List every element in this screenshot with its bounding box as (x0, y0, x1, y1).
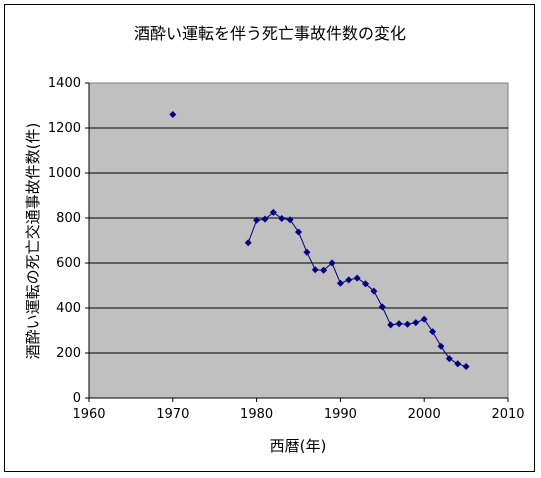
y-tick-label-600: 600 (56, 256, 81, 271)
data-point-2003 (445, 355, 453, 363)
data-point-1987 (311, 266, 319, 274)
data-point-1998 (403, 320, 411, 328)
data-point-1985 (295, 228, 302, 236)
data-point-1994 (370, 287, 378, 295)
data-point-1997 (395, 320, 403, 328)
x-tick-label-2000: 2000 (408, 407, 441, 422)
data-point-1999 (412, 319, 420, 327)
y-tick-label-1000: 1000 (48, 166, 81, 181)
data-point-1986 (303, 248, 311, 256)
data-point-1979 (244, 239, 252, 247)
chart-frame: 酒酔い運転を伴う死亡事故件数の変化 0 200 400 600 800 1000 1200 1… (4, 4, 535, 472)
data-point-2002 (437, 342, 445, 350)
y-axis-title: 酒酔い運転の死亡交通事故件数(件) (24, 123, 42, 360)
data-point-1982 (269, 208, 277, 216)
data-point-1981 (261, 215, 269, 223)
y-axis-ticks: 0 200 400 600 800 1000 1200 1400 (48, 76, 90, 406)
data-points (169, 111, 470, 370)
data-point-1993 (362, 280, 370, 288)
y-tick-label-1200: 1200 (48, 121, 81, 136)
y-tick-label-400: 400 (56, 301, 81, 316)
y-tick-label-800: 800 (56, 211, 81, 226)
x-axis-ticks: 1960 1970 1980 1990 2000 2010 (72, 397, 525, 422)
data-point-2005 (462, 363, 470, 370)
data-point-1995 (378, 303, 386, 311)
data-point-1991 (345, 276, 353, 284)
x-tick-label-1960: 1960 (72, 407, 105, 422)
data-point-1992 (353, 274, 361, 282)
y-tick-label-200: 200 (56, 346, 81, 361)
y-tick-label-0: 0 (73, 391, 81, 406)
data-point-2000 (420, 315, 428, 323)
x-tick-label-1990: 1990 (324, 407, 357, 422)
chart-title: 酒酔い運転を伴う死亡事故件数の変化 (134, 24, 406, 43)
x-axis-title: 西暦(年) (270, 437, 327, 455)
x-tick-label-1980: 1980 (240, 407, 273, 422)
data-point-1989 (328, 259, 336, 267)
data-point-1970 (169, 111, 177, 118)
chart-svg: 酒酔い運転を伴う死亡事故件数の変化 0 200 400 600 800 1000 1200 1… (24, 24, 525, 455)
plot-area (88, 82, 509, 399)
data-point-1983 (278, 214, 286, 222)
x-tick-label-1970: 1970 (156, 407, 189, 422)
y-tick-label-1400: 1400 (48, 76, 81, 91)
data-point-2004 (454, 360, 462, 368)
data-point-1988 (320, 266, 328, 274)
data-point-2001 (429, 328, 437, 336)
x-tick-label-2010: 2010 (491, 407, 524, 422)
data-point-1996 (387, 321, 395, 329)
data-point-1980 (253, 216, 261, 224)
gridlines (89, 127, 508, 354)
data-point-1990 (336, 279, 344, 287)
data-point-1984 (286, 216, 294, 224)
